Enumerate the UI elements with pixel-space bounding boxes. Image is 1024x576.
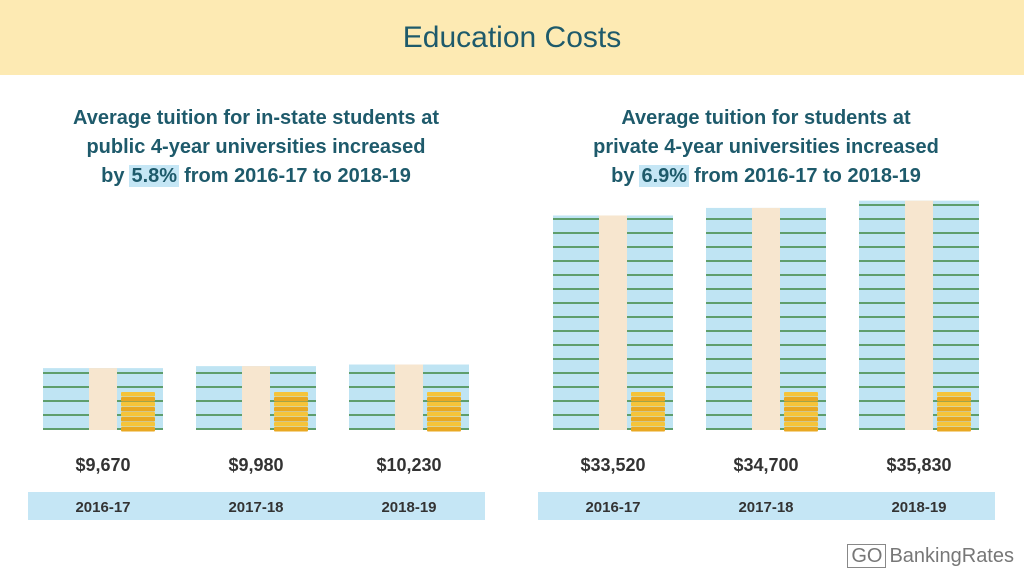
coin xyxy=(427,407,461,412)
coin xyxy=(121,427,155,432)
coin xyxy=(274,427,308,432)
value-label: $9,670 xyxy=(75,455,130,475)
money-stack xyxy=(706,207,826,430)
logo-mark: GO xyxy=(847,544,887,568)
coin xyxy=(274,407,308,412)
coin xyxy=(937,392,971,397)
coin xyxy=(274,397,308,402)
bill-band xyxy=(242,366,270,430)
coins xyxy=(121,392,155,432)
chart-title: Average tuition for students at private 4… xyxy=(531,104,1001,191)
coins xyxy=(631,392,665,432)
coin xyxy=(274,392,308,397)
value-label: $35,830 xyxy=(886,455,951,475)
coin xyxy=(631,422,665,427)
bill-band xyxy=(752,207,780,430)
title-line: private 4-year universities increased xyxy=(593,136,939,158)
coin xyxy=(427,397,461,402)
title-line: Average tuition for students at xyxy=(621,107,911,129)
coin xyxy=(631,417,665,422)
title-highlight: 5.8% xyxy=(129,165,180,187)
category-label: 2018-19 xyxy=(381,499,436,516)
coin xyxy=(937,417,971,422)
coin xyxy=(274,402,308,407)
coin xyxy=(784,407,818,412)
title-text: from 2016-17 to 2018-19 xyxy=(694,165,921,187)
coin xyxy=(784,412,818,417)
bill-band xyxy=(905,200,933,430)
title-line: Average tuition for in-state students at xyxy=(73,107,439,129)
coins xyxy=(784,392,818,432)
coin xyxy=(427,422,461,427)
coin xyxy=(784,422,818,427)
category-label: 2017-18 xyxy=(738,499,793,516)
coin xyxy=(631,407,665,412)
coin xyxy=(274,417,308,422)
money-stack xyxy=(553,215,673,430)
chart-title: Average tuition for in-state students at… xyxy=(21,104,491,191)
bill-band xyxy=(599,215,627,430)
coins xyxy=(274,392,308,432)
logo-text: BankingRates xyxy=(889,545,1014,567)
value-label: $34,700 xyxy=(733,455,798,475)
value-label: $10,230 xyxy=(376,455,441,475)
coin xyxy=(937,397,971,402)
category-label: 2016-17 xyxy=(75,499,130,516)
coin xyxy=(427,412,461,417)
coins xyxy=(427,392,461,432)
coin xyxy=(427,417,461,422)
coin xyxy=(427,392,461,397)
coins xyxy=(937,392,971,432)
logo: GO BankingRates xyxy=(847,544,1014,568)
category-label: 2018-19 xyxy=(891,499,946,516)
coin xyxy=(121,392,155,397)
title-line: public 4-year universities increased xyxy=(86,136,426,158)
coin xyxy=(121,412,155,417)
title-line: by 6.9% from 2016-17 to 2018-19 xyxy=(531,162,1001,191)
coin xyxy=(121,422,155,427)
category-band xyxy=(28,492,485,520)
coin xyxy=(631,392,665,397)
coin xyxy=(937,402,971,407)
coin xyxy=(631,427,665,432)
coin xyxy=(937,412,971,417)
bill-band xyxy=(395,364,423,430)
header-title: Education Costs xyxy=(0,0,1024,75)
coin xyxy=(121,407,155,412)
title-highlight: 6.9% xyxy=(639,165,690,187)
coin xyxy=(784,397,818,402)
title-text: from 2016-17 to 2018-19 xyxy=(184,165,411,187)
coin xyxy=(784,417,818,422)
category-band xyxy=(538,492,995,520)
coin xyxy=(121,417,155,422)
coin xyxy=(631,412,665,417)
bill-band xyxy=(89,368,117,430)
title-text: by xyxy=(611,165,635,187)
coin xyxy=(784,392,818,397)
value-label: $9,980 xyxy=(228,455,283,475)
title-line: by 5.8% from 2016-17 to 2018-19 xyxy=(21,162,491,191)
coin xyxy=(121,397,155,402)
coin xyxy=(631,397,665,402)
coin xyxy=(937,422,971,427)
coin xyxy=(937,407,971,412)
value-label: $33,520 xyxy=(580,455,645,475)
category-label: 2016-17 xyxy=(585,499,640,516)
title-text: by xyxy=(101,165,125,187)
coin xyxy=(274,422,308,427)
coin xyxy=(784,427,818,432)
coin xyxy=(274,412,308,417)
coin xyxy=(121,402,155,407)
coin xyxy=(784,402,818,407)
coin xyxy=(631,402,665,407)
coin xyxy=(427,402,461,407)
category-label: 2017-18 xyxy=(228,499,283,516)
coin xyxy=(427,427,461,432)
coin xyxy=(937,427,971,432)
